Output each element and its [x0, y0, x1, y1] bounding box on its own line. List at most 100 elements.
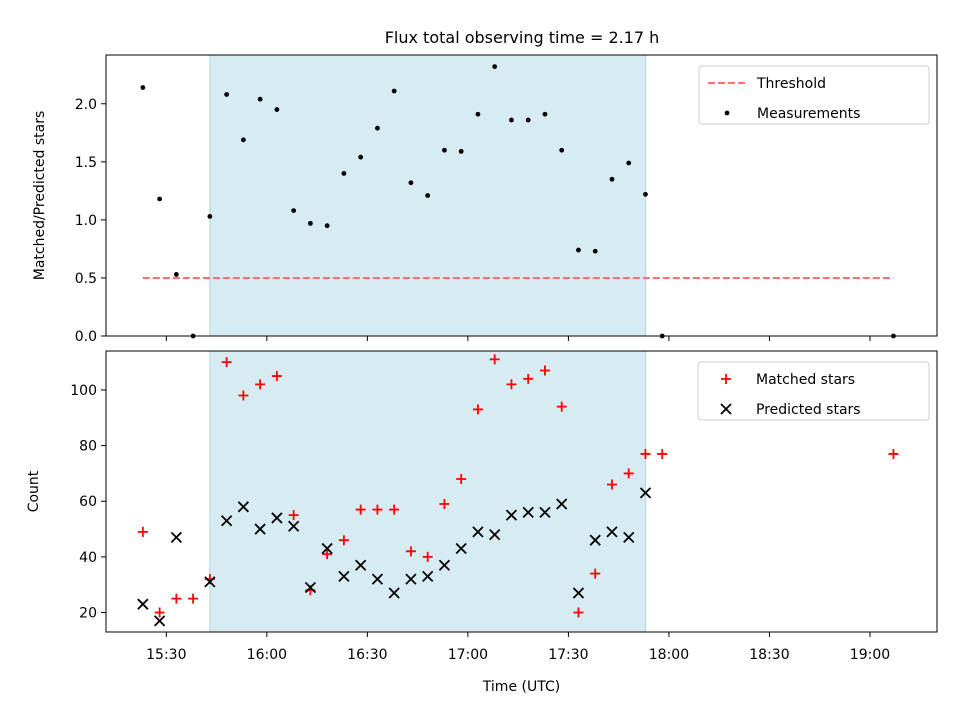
measurement-point [525, 117, 531, 123]
measurement-point [492, 64, 498, 70]
predicted-marker [153, 615, 166, 627]
measurement-point [341, 171, 347, 176]
matched-marker [888, 448, 899, 459]
measurement-point [307, 220, 313, 226]
x-tick-label: 16:00 [247, 647, 287, 663]
matched-marker [556, 401, 567, 412]
matched-marker [288, 510, 299, 521]
y-tick-label: 80 [79, 439, 97, 455]
matched-marker [439, 499, 450, 510]
predicted-marker [472, 526, 484, 538]
matched-marker [137, 526, 148, 537]
predicted-marker [422, 570, 434, 582]
matched-marker [405, 546, 416, 557]
predicted-marker [137, 598, 149, 610]
matched-marker [271, 371, 282, 382]
measurement-point [358, 154, 364, 160]
measurement-point [291, 208, 297, 213]
matched-marker [472, 404, 483, 415]
legend-label: Matched stars [756, 372, 855, 388]
predicted-marker [371, 573, 384, 585]
y-tick-label: 1.0 [75, 213, 97, 229]
measurement-point [542, 111, 548, 117]
predicted-marker [505, 509, 518, 521]
matched-marker [322, 549, 333, 560]
measurement-point [207, 214, 213, 219]
predicted-marker [572, 587, 585, 599]
y-axis-label: Count [26, 470, 42, 512]
matched-marker [188, 593, 199, 604]
y-tick-label: 1.5 [75, 155, 97, 171]
legend-box [698, 65, 930, 125]
y-axis-label: Matched/Predicted stars [32, 111, 48, 281]
matched-marker [606, 479, 617, 490]
matched-marker [154, 607, 165, 618]
measurement-point [609, 176, 615, 182]
predicted-marker [589, 534, 601, 546]
legend-predicted-swatch [720, 403, 732, 415]
x-tick-label: 19:00 [850, 647, 890, 663]
matched-marker [523, 373, 534, 384]
measurement-point [324, 223, 330, 229]
series-matched-stars [137, 354, 899, 618]
x-tick-label: 16:30 [347, 647, 387, 663]
measurement-point [626, 160, 632, 166]
x-tick-label: 17:30 [548, 647, 588, 663]
y-tick-label: 20 [79, 606, 97, 622]
measurement-point [408, 180, 414, 186]
predicted-marker [606, 526, 618, 538]
matched-marker [221, 357, 232, 368]
matched-marker [623, 468, 634, 479]
predicted-marker [639, 487, 652, 499]
legend: Threshold Measurements [698, 65, 930, 125]
measurement-point [475, 111, 481, 117]
legend-label: Predicted stars [756, 402, 861, 418]
y-tick-label: 40 [79, 550, 97, 566]
predicted-marker [220, 515, 233, 527]
predicted-marker [438, 559, 451, 571]
matched-marker [171, 593, 182, 604]
measurement-point [274, 107, 280, 112]
predicted-marker [539, 506, 551, 519]
matched-marker [590, 568, 601, 579]
measurement-point [140, 85, 146, 90]
predicted-marker [489, 528, 501, 541]
x-tick-label: 18:30 [749, 647, 789, 663]
legend-box [697, 361, 930, 421]
y-tick-label: 60 [79, 494, 97, 510]
predicted-marker [237, 501, 250, 513]
predicted-marker [355, 559, 367, 571]
y-tick-label: 0.5 [75, 271, 97, 287]
predicted-marker [455, 542, 467, 555]
predicted-marker [288, 520, 300, 532]
measurement-point [592, 248, 598, 254]
predicted-marker [170, 531, 183, 544]
measurement-point [375, 125, 380, 131]
matched-marker [657, 448, 668, 459]
top-panel-ratio: 0.0 0.5 1.0 1.5 2.0 Matched/Predicted stars Th… [32, 54, 938, 345]
x-axis-label: Time (UTC) [482, 679, 560, 695]
predicted-marker [623, 531, 635, 544]
figure-title: Flux total observing time = 2.17 h [385, 28, 660, 47]
legend-matched-swatch [721, 374, 731, 384]
measurement-point [391, 88, 397, 94]
predicted-marker [556, 498, 568, 510]
matched-marker [422, 551, 433, 562]
y-tick-label: 2.0 [75, 97, 97, 113]
y-tick-label: 0.0 [75, 329, 97, 345]
legend: Matched stars Predicted stars [697, 361, 930, 421]
measurement-point [240, 137, 246, 143]
predicted-marker [271, 512, 283, 524]
matched-marker [338, 535, 349, 546]
axes-frame [105, 54, 938, 337]
predicted-marker [304, 581, 317, 594]
matched-marker [456, 473, 467, 484]
measurement-point [425, 193, 431, 198]
x-tick-label: 15:30 [146, 647, 186, 663]
predicted-marker [405, 573, 417, 585]
matched-marker [238, 390, 249, 401]
matched-marker [489, 354, 500, 365]
y-tick-label: 100 [70, 383, 97, 399]
axes-frame [105, 350, 938, 633]
